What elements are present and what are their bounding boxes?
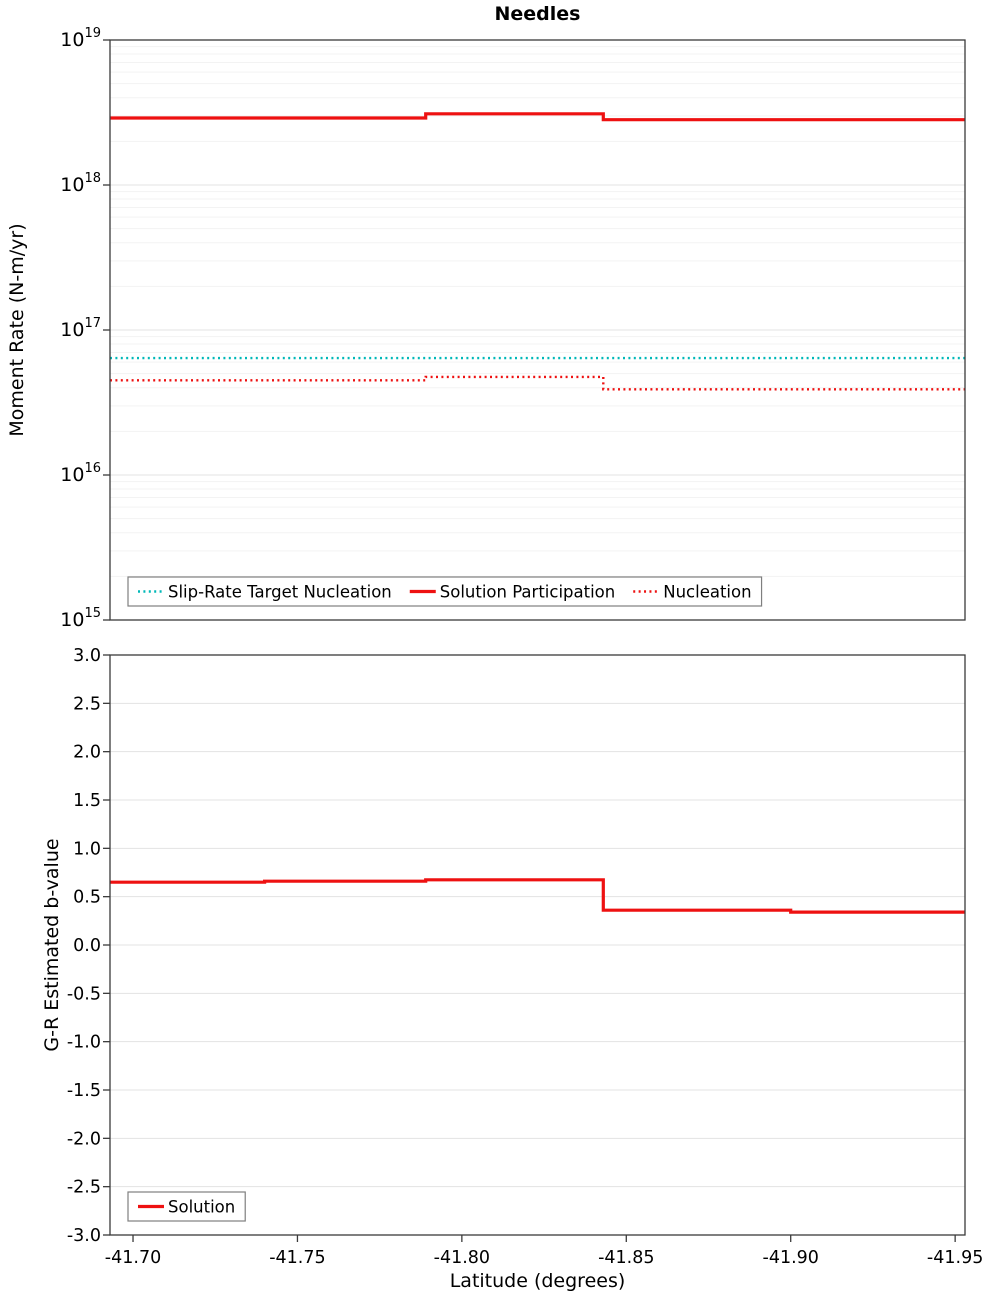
x-axis-label-latitude: Latitude (degrees) <box>449 1270 626 1292</box>
legend-label-solution: Solution <box>168 1198 235 1217</box>
chart-title: Needles <box>494 3 581 25</box>
y-tick-label: -1.5 <box>67 1081 101 1101</box>
y-tick-label: -2.0 <box>67 1129 101 1149</box>
panel-b-value: -3.0 -2.5 -2.0 -1.5 -1.0 -0.5 0.0 0.5 1.0 1.5 2.0 2… <box>67 646 984 1268</box>
legend-label-solution-participation: Solution Participation <box>440 583 615 602</box>
x-tick-label: -41.80 <box>434 1248 490 1268</box>
x-tick-label: -41.70 <box>105 1248 161 1268</box>
y-tick-label: -0.5 <box>67 984 101 1004</box>
y-tick-label: 2.0 <box>73 743 101 763</box>
y-tick-label: 1016 <box>60 461 101 486</box>
plot-frame <box>109 39 966 621</box>
x-tick-label: -41.85 <box>598 1248 654 1268</box>
y-tick-label: 2.5 <box>73 694 101 714</box>
y-tick-label: -1.0 <box>67 1033 101 1053</box>
y-tick-label: -3.0 <box>67 1226 101 1246</box>
y-axis-label-moment-rate: Moment Rate (N-m/yr) <box>6 223 28 437</box>
series-solution-participation <box>110 112 965 122</box>
x-tick-label: -41.75 <box>269 1248 325 1268</box>
x-tick-label: -41.95 <box>927 1248 983 1268</box>
y-tick-label: 1019 <box>60 26 101 51</box>
legend-label-slip-rate-target-nucleation: Slip-Rate Target Nucleation <box>168 583 392 602</box>
y-tick-label: 1017 <box>60 316 101 341</box>
y-tick-label: 0.0 <box>73 936 101 956</box>
y-tick-label: 1015 <box>60 606 101 631</box>
panel-moment-rate: 1015 1016 1017 1018 1019 Slip-Rate Target Nuc… <box>60 26 966 631</box>
series-solution <box>110 878 965 914</box>
y-tick-label: 1018 <box>60 171 101 196</box>
legend: Slip-Rate Target Nucleation Solution Part… <box>127 576 763 607</box>
y-tick-label: 3.0 <box>73 646 101 666</box>
y-tick-label: 1.0 <box>73 839 101 859</box>
y-tick-label: 1.5 <box>73 791 101 811</box>
legend-label-nucleation: Nucleation <box>663 583 751 602</box>
y-axis-label-b-value: G-R Estimated b-value <box>41 838 63 1052</box>
x-tick-label: -41.90 <box>763 1248 819 1268</box>
y-tick-label: 0.5 <box>73 888 101 908</box>
legend: Solution <box>127 1191 246 1222</box>
y-tick-label: -2.5 <box>67 1178 101 1198</box>
plot-frame <box>109 654 966 1236</box>
